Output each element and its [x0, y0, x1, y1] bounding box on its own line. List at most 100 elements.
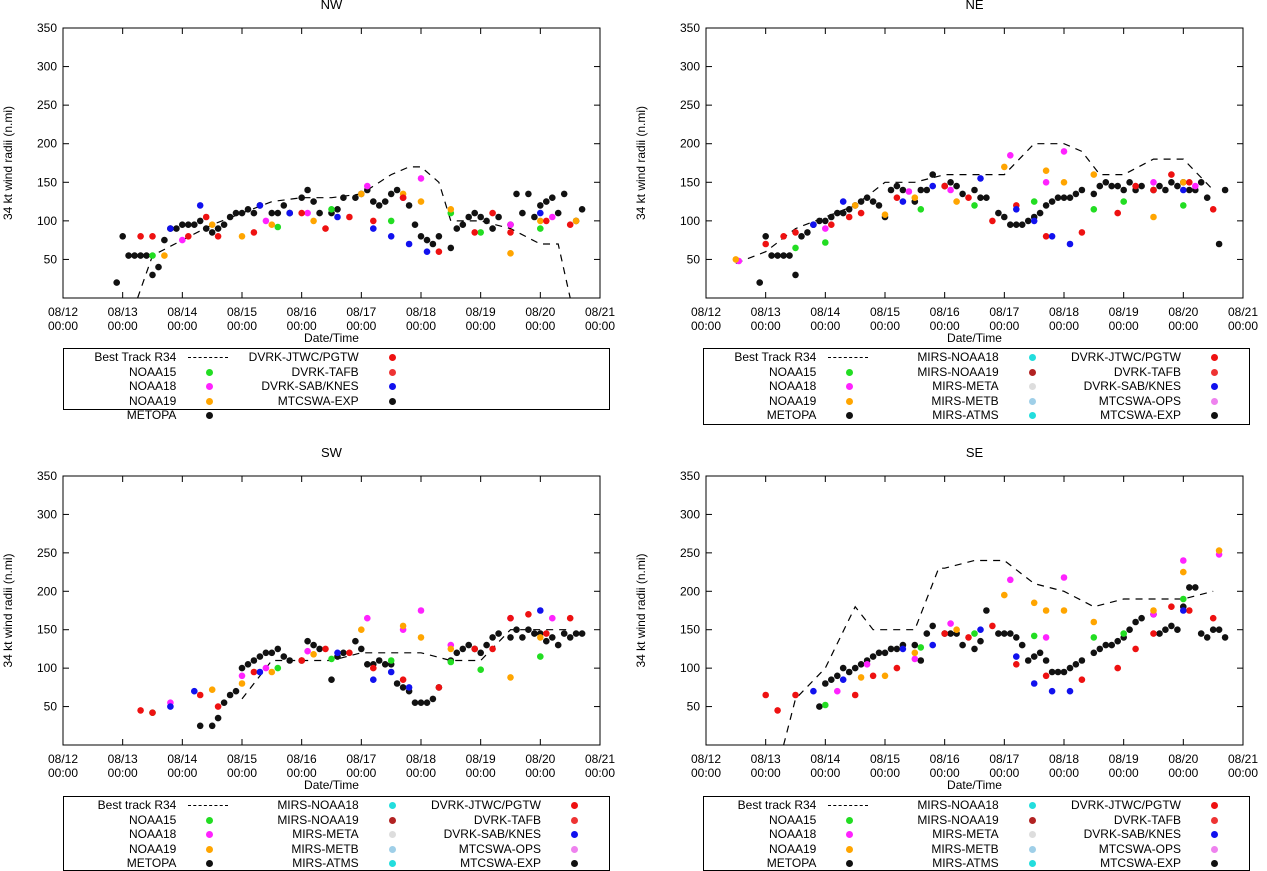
- chart-se: SE5010015020025030035008/1200:0008/1300:…: [634, 445, 1258, 792]
- x-tick-time: 00:00: [1109, 319, 1139, 333]
- x-tick-date: 08/19: [466, 752, 496, 766]
- point-metopa: [310, 641, 317, 649]
- point-noaa19: [1215, 547, 1223, 554]
- legend-dot-icon: [1028, 368, 1036, 376]
- point-metopa: [1102, 641, 1110, 649]
- point-noaa15: [477, 666, 485, 673]
- point-noaa19: [1001, 163, 1008, 171]
- point-noaa19: [851, 202, 859, 209]
- point-dvrk-jtwc-pgtw: [1150, 186, 1157, 194]
- x-tick-date: 08/18: [406, 305, 436, 319]
- point-metopa: [316, 645, 323, 653]
- point-noaa19: [1042, 607, 1050, 614]
- point-metopa: [851, 664, 859, 672]
- point-metopa: [1001, 630, 1008, 637]
- point-dvrk-jtwc-pgtw: [762, 691, 769, 699]
- legend-label-dvrk-jtwc-pgtw: DVRK-JTWC/PGTW: [248, 350, 359, 364]
- plot-frame-sw: [62, 475, 601, 746]
- point-dvrk-jtwc-pgtw: [828, 221, 835, 228]
- x-tick-date: 08/12: [48, 305, 78, 319]
- point-noaa19: [572, 217, 580, 225]
- legend-dot-icon: [1028, 397, 1036, 405]
- point-metopa: [1072, 661, 1080, 668]
- point-noaa15: [477, 229, 485, 236]
- point-dvrk-sab-knes: [167, 225, 174, 232]
- point-dvrk-sab-knes: [899, 198, 907, 205]
- point-metopa: [1132, 618, 1139, 626]
- y-tick-label: 200: [680, 584, 700, 598]
- legend-label-best-track-r34: Best track R34: [97, 798, 177, 812]
- point-metopa: [959, 641, 966, 649]
- x-tick-date: 08/14: [810, 305, 840, 319]
- legend-label-mirs-meta: MIRS-META: [292, 827, 359, 841]
- x-tick-time: 00:00: [466, 319, 496, 333]
- point-metopa: [358, 645, 365, 653]
- x-tick-date: 08/12: [691, 752, 721, 766]
- point-noaa18: [364, 182, 371, 190]
- point-metopa: [1138, 614, 1145, 622]
- point-metopa: [762, 233, 769, 240]
- y-tick-label: 350: [37, 469, 57, 483]
- x-tick-time: 00:00: [48, 319, 78, 333]
- point-metopa: [226, 691, 234, 699]
- point-dvrk-sab-knes: [1048, 233, 1056, 240]
- point-noaa18: [179, 236, 186, 244]
- point-dvrk-jtwc-pgtw: [1209, 206, 1217, 213]
- point-metopa: [447, 244, 455, 252]
- point-metopa: [857, 661, 865, 668]
- legend-nw: Best Track R34 NOAA15 NOAA18 NOAA19 METOPA DV…: [63, 348, 610, 422]
- legend-label-noaa15: NOAA15: [768, 364, 817, 379]
- legend-label-mtcswa-exp: MTCSWA-EXP: [1100, 856, 1181, 870]
- point-metopa: [1108, 182, 1115, 190]
- point-noaa18: [417, 175, 425, 182]
- legend-label-mirs-atms: MIRS-ATMS: [932, 856, 999, 870]
- point-noaa19: [507, 250, 514, 257]
- x-tick-time: 00:00: [108, 766, 138, 780]
- point-dvrk-jtwc-pgtw: [965, 194, 972, 201]
- x-tick-time: 00:00: [1049, 766, 1079, 780]
- legend-label-dvrk-tafb: DVRK-TAFB: [1113, 812, 1181, 827]
- point-dvrk-jtwc-pgtw: [298, 657, 306, 664]
- chart-title-nw: NW: [321, 0, 343, 12]
- legend-label-dvrk-tafb: DVRK-TAFB: [473, 812, 541, 827]
- point-dvrk-jtwc-pgtw: [1209, 614, 1217, 622]
- point-noaa19: [1150, 607, 1157, 614]
- chart-title-se: SE: [966, 445, 984, 460]
- point-noaa19: [208, 221, 216, 228]
- point-metopa: [268, 649, 276, 657]
- x-tick-date: 08/14: [810, 752, 840, 766]
- point-metopa: [340, 194, 347, 201]
- legend-label-best-track-r34: Best track R34: [737, 798, 817, 812]
- point-dvrk-jtwc-pgtw: [989, 217, 996, 225]
- point-dvrk-jtwc-pgtw: [893, 194, 901, 201]
- point-metopa: [774, 252, 781, 259]
- point-noaa19: [1090, 171, 1098, 178]
- point-noaa18: [1060, 148, 1068, 155]
- point-metopa: [179, 221, 186, 228]
- legend-dot-icon: [388, 354, 396, 361]
- point-noaa18: [238, 672, 246, 680]
- point-dvrk-sab-knes: [929, 641, 936, 649]
- x-tick-time: 00:00: [227, 766, 257, 780]
- y-tick-label: 250: [37, 546, 57, 560]
- legend-label-best-track-r34: Best Track R34: [94, 350, 177, 364]
- y-tick-label: 150: [680, 623, 700, 637]
- point-metopa: [531, 213, 538, 221]
- legend-label-dvrk-jtwc-pgtw: DVRK-JTWC/PGTW: [1071, 350, 1181, 364]
- panel-nw: NW 50 100 150 200 250 300 350 08/12 00:00 08/13 00:…: [0, 0, 633, 350]
- legend-dot-icon: [1028, 354, 1036, 361]
- legend-dot-icon: [846, 368, 854, 376]
- point-metopa: [495, 213, 502, 221]
- point-noaa15: [387, 217, 395, 225]
- point-metopa: [214, 714, 222, 722]
- legend-label-mtcswa-ops: MTCSWA-OPS: [1098, 393, 1181, 408]
- legend-dot-icon: [846, 860, 854, 867]
- point-dvrk-sab-knes: [405, 240, 413, 248]
- point-dvrk-sab-knes: [1013, 653, 1020, 660]
- point-dvrk-jtwc-pgtw: [507, 614, 514, 622]
- point-noaa19: [310, 217, 317, 225]
- point-noaa18: [549, 213, 556, 221]
- point-dvrk-sab-knes: [1180, 186, 1187, 194]
- point-metopa: [875, 202, 883, 209]
- point-metopa: [923, 186, 931, 194]
